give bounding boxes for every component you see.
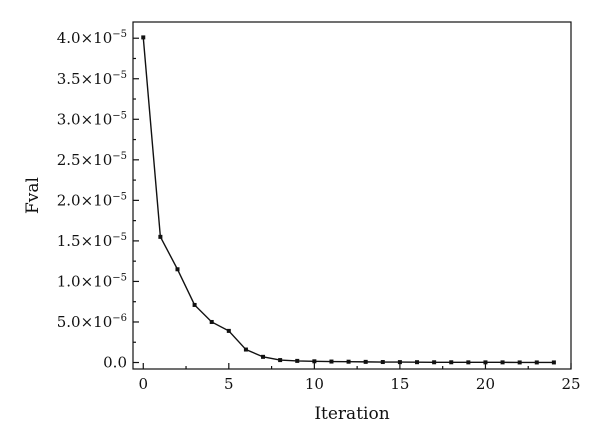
data-point (329, 359, 334, 364)
y-tick-label: 2.5×10−5 (57, 151, 127, 169)
data-point (449, 360, 454, 365)
y-axis-ticks: 0.0 5.0×10−6 1.0×10−5 1.5×10−5 2.0×10−5 2.5×1… (57, 29, 139, 372)
x-tick-label: 5 (224, 375, 234, 393)
data-point (346, 359, 351, 364)
y-tick-label: 1.0×10−5 (57, 272, 127, 290)
y-axis-title: Fval (23, 177, 43, 214)
data-point (466, 360, 471, 365)
x-tick-label: 10 (305, 375, 324, 393)
x-tick-label: 15 (390, 375, 409, 393)
data-point (517, 360, 522, 365)
data-point (175, 267, 180, 272)
data-point (278, 358, 283, 363)
data-point (158, 234, 163, 239)
y-tick-label: 5.0×10−6 (57, 313, 127, 331)
x-tick-label: 0 (138, 375, 148, 393)
data-point (415, 360, 420, 365)
x-axis-ticks: 0 5 10 15 20 25 (138, 363, 581, 393)
y-tick-label: 0.0 (103, 354, 127, 372)
data-point (363, 359, 368, 364)
data-point (243, 347, 248, 352)
data-point (141, 35, 146, 40)
data-point (500, 360, 505, 365)
data-point (397, 360, 402, 365)
x-tick-label: 20 (476, 375, 495, 393)
series-group (141, 35, 556, 365)
x-axis-title: Iteration (314, 404, 389, 424)
y-tick-label: 4.0×10−5 (57, 29, 127, 47)
plot-frame (132, 21, 572, 370)
data-point (295, 358, 300, 363)
y-tick-label: 2.0×10−5 (57, 191, 127, 209)
data-point (483, 360, 488, 365)
data-point (312, 359, 317, 364)
y-tick-label: 1.5×10−5 (57, 232, 127, 250)
data-point (551, 360, 556, 365)
data-point (209, 319, 214, 324)
series-line (142, 37, 554, 364)
data-point (534, 360, 539, 365)
data-point (432, 360, 437, 365)
y-tick-label: 3.5×10−5 (57, 70, 127, 88)
data-point (261, 354, 266, 359)
data-point (380, 360, 385, 365)
data-point (226, 328, 231, 333)
y-tick-label: 3.0×10−5 (57, 110, 127, 128)
data-point (192, 302, 197, 307)
x-tick-label: 25 (561, 375, 580, 393)
